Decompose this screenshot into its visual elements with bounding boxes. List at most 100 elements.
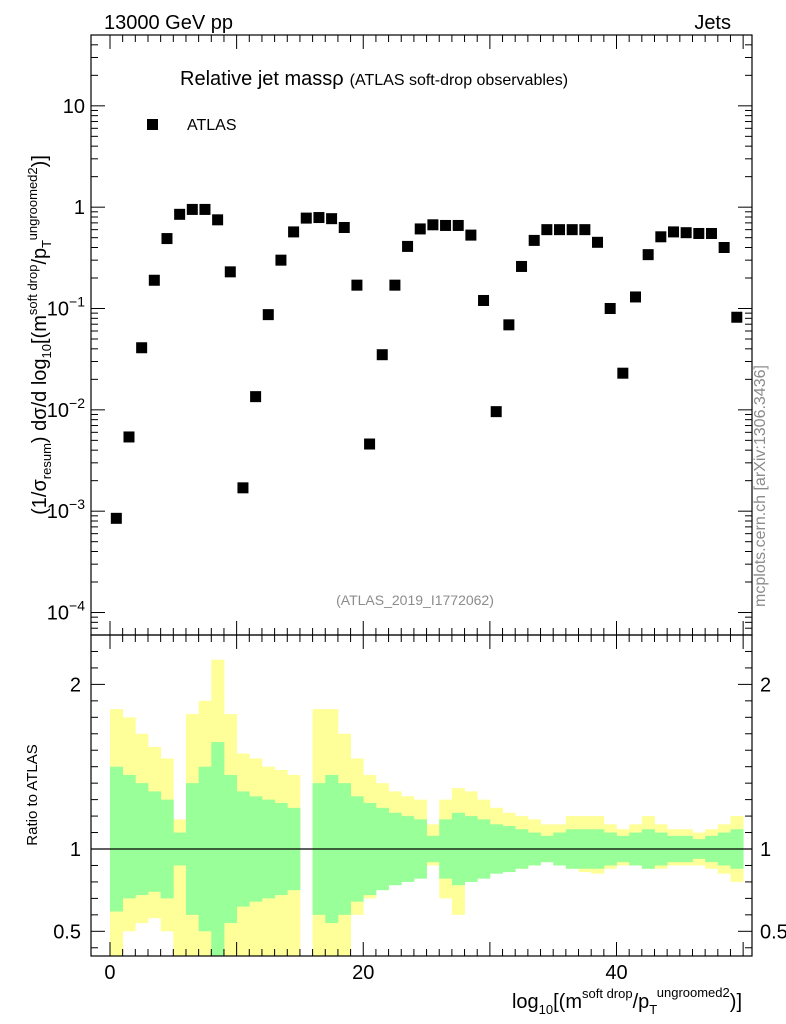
data-point	[541, 224, 553, 236]
data-point	[148, 274, 160, 286]
data-point	[516, 260, 528, 272]
data-point	[617, 367, 629, 379]
y-tick-label: 10−4	[47, 598, 85, 625]
y-tick-label: 10	[63, 96, 85, 118]
xlabel-part-5: ]	[736, 991, 742, 1013]
data-point	[693, 227, 705, 239]
xlabel-sub-10: 10	[539, 1002, 553, 1017]
data-point	[338, 222, 350, 234]
data-point	[136, 342, 148, 354]
ratio-bands	[91, 659, 752, 956]
ylabel-sup-soft-drop: soft drop	[25, 265, 40, 316]
data-point	[300, 212, 312, 224]
data-point	[642, 249, 654, 261]
data-point	[667, 226, 679, 238]
ratio-y-tick-label-right: 2	[760, 674, 771, 696]
data-point	[718, 241, 730, 253]
data-point	[490, 406, 502, 418]
data-point	[250, 391, 262, 403]
ylabel-part-1: (1/σ	[29, 479, 51, 515]
data-point	[731, 311, 743, 323]
ratio-y-tick-label-right: 0.5	[760, 921, 786, 943]
data-point	[123, 431, 135, 443]
chart-title: Relative jet massρ (ATLAS soft-drop obser…	[180, 68, 568, 90]
data-point	[566, 224, 578, 236]
ratio-y-axis-label: Ratio to ATLAS	[24, 744, 41, 845]
ylabel-sub-10: 10	[39, 344, 54, 358]
chart-title-rho: ρ	[332, 68, 343, 90]
data-point	[655, 231, 667, 243]
ylabel-part-6: ]	[29, 155, 51, 161]
ratio-plot-frame	[90, 634, 753, 957]
data-point	[705, 227, 717, 239]
data-point	[212, 214, 224, 226]
legend-label: ATLAS	[187, 117, 237, 134]
watermark: mcplots.cern.ch [arXiv:1306.3436]	[752, 365, 769, 607]
data-point	[110, 512, 122, 524]
y-tick-label: 10−2	[47, 395, 85, 422]
data-point	[427, 219, 439, 231]
data-point	[275, 254, 287, 266]
data-point	[351, 279, 363, 291]
data-point	[680, 227, 692, 239]
data-point	[288, 226, 300, 238]
data-point	[364, 438, 376, 450]
header-jets-label: Jets	[694, 12, 731, 34]
analysis-label: (ATLAS_2019_I1772062)	[336, 592, 494, 608]
data-point	[161, 233, 173, 245]
xlabel-sup-soft-drop: soft drop	[582, 986, 633, 1001]
ratio-green-band-bin	[135, 783, 149, 896]
ratio-green-band-bin	[109, 766, 124, 912]
data-point	[389, 279, 401, 291]
x-tick-label: 20	[352, 962, 374, 984]
header-energy-label: 13000 GeV pp	[104, 12, 233, 34]
main-y-axis-label: (1/σresum) dσ/d log10[(msoft drop/pTungr…	[25, 155, 54, 515]
data-point	[199, 203, 211, 215]
ylabel-part-5: )	[29, 161, 51, 168]
ratio-y-tick-label: 1	[70, 839, 81, 861]
data-point	[503, 319, 515, 331]
data-point	[528, 234, 540, 246]
xlabel-part-3: /p	[633, 991, 650, 1013]
ylabel-sub-resum: resum	[39, 443, 54, 479]
data-point	[237, 482, 249, 494]
ylabel-part-4: /p	[29, 248, 51, 265]
ratio-green-band-bin	[122, 774, 136, 899]
ylabel-sup-ungroomed: ungroomed	[25, 175, 40, 241]
data-point	[630, 291, 642, 303]
data-point	[592, 236, 604, 248]
y-tick-label: 1	[74, 197, 85, 219]
data-point	[186, 203, 198, 215]
legend-marker	[147, 119, 158, 130]
y-tick-label: 10−3	[47, 496, 85, 523]
data-point	[224, 266, 236, 278]
ylabel-sup-2: 2	[25, 167, 40, 174]
xlabel-part-1: log	[512, 991, 539, 1013]
ratio-y-tick-label: 2	[70, 674, 81, 696]
y-tick-label: 10−1	[47, 294, 85, 321]
xlabel-part-4: )	[730, 991, 737, 1013]
data-point	[440, 219, 452, 231]
data-point	[465, 229, 477, 241]
ratio-y-tick-label-right: 1	[760, 839, 771, 861]
data-point	[414, 223, 426, 235]
x-axis-label: log10[(msoft drop/pTungroomed2)]	[512, 985, 742, 1017]
data-point	[376, 349, 388, 361]
chart-title-sub: (ATLAS soft-drop observables)	[350, 72, 568, 89]
x-tick-label: 0	[104, 962, 115, 984]
data-point	[579, 224, 591, 236]
chart-title-main: Relative jet mass	[180, 68, 332, 90]
x-tick-label: 40	[605, 962, 627, 984]
data-point	[604, 303, 616, 315]
data-point	[452, 219, 464, 231]
data-point	[554, 224, 566, 236]
ratio-green-band-bin	[147, 791, 162, 892]
xlabel-sup-ungroomed: ungroomed	[657, 985, 723, 1000]
data-point	[402, 240, 414, 252]
ylabel-part-3: [(m	[29, 315, 51, 344]
data-point	[174, 208, 186, 220]
data-point	[326, 213, 338, 225]
xlabel-sub-T: T	[649, 1002, 657, 1017]
ylabel-sub-T: T	[39, 240, 54, 248]
